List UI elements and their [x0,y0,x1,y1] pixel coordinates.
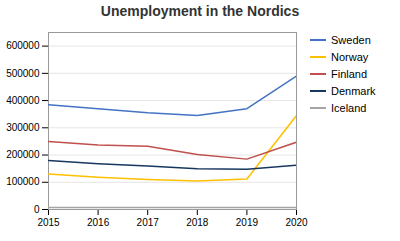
svg-text:2018: 2018 [186,217,209,228]
html-text:Iceland: Iceland [331,102,367,114]
html-text:Sweden: Sweden [331,34,371,46]
svg-text:500000: 500000 [6,68,40,79]
svg-text:400000: 400000 [6,95,40,106]
html-text:Unemployment in the Nordics: Unemployment in the Nordics [100,3,300,19]
svg-text:100000: 100000 [6,176,40,187]
svg-text:2019: 2019 [236,217,259,228]
svg-text:2016: 2016 [87,217,110,228]
svg-text:600000: 600000 [6,40,40,51]
svg-text:200000: 200000 [6,149,40,160]
html-text:Finland: Finland [331,68,368,80]
svg-text:0: 0 [34,204,40,215]
svg-text:2017: 2017 [137,217,160,228]
html-text:Norway: Norway [331,51,369,63]
html-text:Denmark: Denmark [331,85,376,97]
svg-text:2020: 2020 [285,217,308,228]
svg-text:2015: 2015 [37,217,60,228]
svg-text:300000: 300000 [6,122,40,133]
